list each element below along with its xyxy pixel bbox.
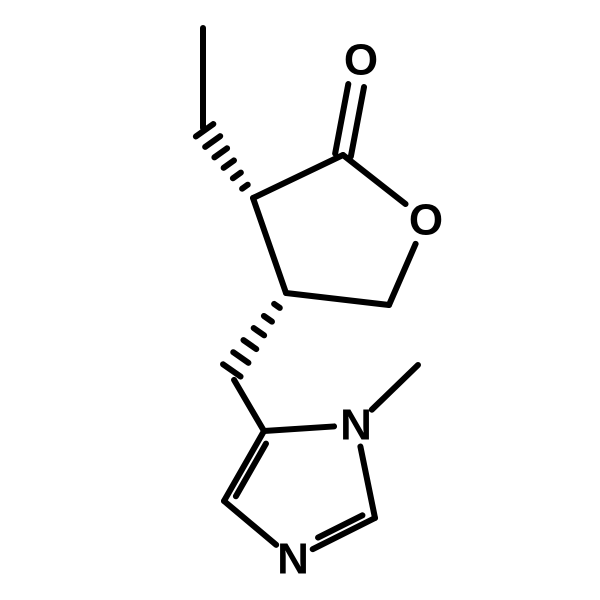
molecule-diagram: O O N N <box>0 0 600 600</box>
atom-label: N <box>340 401 372 450</box>
atom-label: N <box>277 535 309 584</box>
atom-label: O <box>344 36 378 85</box>
atom-label: O <box>409 196 443 245</box>
